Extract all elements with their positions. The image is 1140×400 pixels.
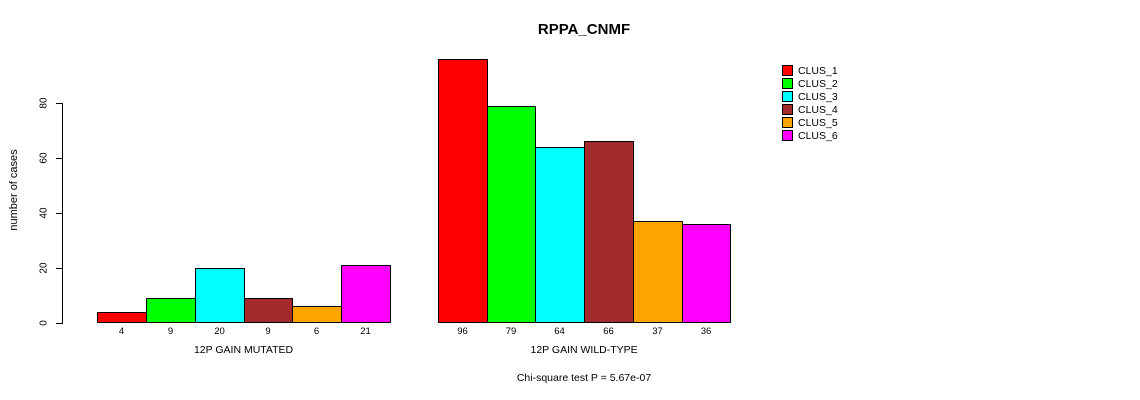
- bar-value-label: 37: [652, 326, 663, 337]
- bar-clus_5: [633, 221, 683, 323]
- bar-clus_4: [584, 141, 634, 323]
- legend-label: CLUS_5: [798, 116, 838, 129]
- legend-swatch-icon: [782, 65, 793, 76]
- bar-value-label: 66: [603, 326, 614, 337]
- bar-clus_6: [341, 265, 391, 323]
- y-axis-tick: [56, 213, 62, 214]
- bar-clus_3: [535, 147, 585, 323]
- bar-value-label: 36: [700, 326, 712, 337]
- legend-item: CLUS_2: [782, 77, 838, 90]
- chart-title: RPPA_CNMF: [537, 21, 631, 38]
- legend: CLUS_1 CLUS_2 CLUS_3 CLUS_4 CLUS_5 CLUS_6: [782, 64, 838, 142]
- legend-item: CLUS_4: [782, 103, 838, 116]
- bar-value-label: 20: [214, 326, 225, 337]
- legend-item: CLUS_1: [782, 64, 838, 77]
- y-axis-tick-label: 20: [38, 262, 50, 274]
- legend-swatch-icon: [782, 104, 793, 115]
- bar-value-label: 9: [167, 326, 174, 337]
- legend-label: CLUS_4: [798, 103, 838, 116]
- bar-clus_1: [438, 59, 488, 323]
- legend-swatch-icon: [782, 78, 793, 89]
- y-axis-tick: [56, 103, 62, 104]
- legend-item: CLUS_3: [782, 90, 838, 103]
- y-axis-tick-label: 0: [38, 320, 50, 326]
- y-axis-tick: [56, 158, 62, 159]
- legend-swatch-icon: [782, 91, 793, 102]
- bar-clus_1: [97, 312, 147, 323]
- legend-label: CLUS_3: [798, 90, 838, 103]
- y-axis-tick-label: 80: [38, 97, 50, 109]
- y-axis-tick-label: 40: [38, 207, 50, 219]
- y-axis-tick-label: 60: [38, 152, 50, 164]
- bar-value-label: 64: [554, 326, 565, 337]
- bar-value-label: 4: [118, 326, 125, 337]
- bar-value-label: 6: [313, 326, 320, 337]
- legend-label: CLUS_2: [798, 77, 838, 90]
- legend-swatch-icon: [782, 117, 793, 128]
- annotation-text: Chi-square test P = 5.67e-07: [516, 372, 652, 384]
- bar-value-label: 21: [360, 326, 371, 337]
- legend-item: CLUS_6: [782, 129, 838, 142]
- bar-clus_6: [682, 224, 731, 323]
- x-group-label: 12P GAIN WILD-TYPE: [530, 344, 638, 356]
- y-axis-tick: [56, 268, 62, 269]
- bar-clus_3: [195, 268, 245, 323]
- bar-value-label: 96: [457, 326, 468, 337]
- bar-clus_5: [292, 306, 342, 323]
- legend-item: CLUS_5: [782, 116, 838, 129]
- bar-clus_2: [146, 298, 196, 323]
- y-axis-line: [62, 103, 63, 324]
- x-group-label: 12P GAIN MUTATED: [193, 344, 294, 356]
- legend-swatch-icon: [782, 130, 793, 141]
- legend-label: CLUS_1: [798, 64, 838, 77]
- y-axis-tick: [56, 323, 62, 324]
- y-axis-label: number of cases: [8, 149, 20, 231]
- legend-label: CLUS_6: [798, 129, 838, 142]
- bar-value-label: 9: [265, 326, 271, 337]
- bar-clus_2: [487, 106, 536, 323]
- bar-value-label: 79: [505, 326, 517, 337]
- bar-clus_4: [244, 298, 293, 323]
